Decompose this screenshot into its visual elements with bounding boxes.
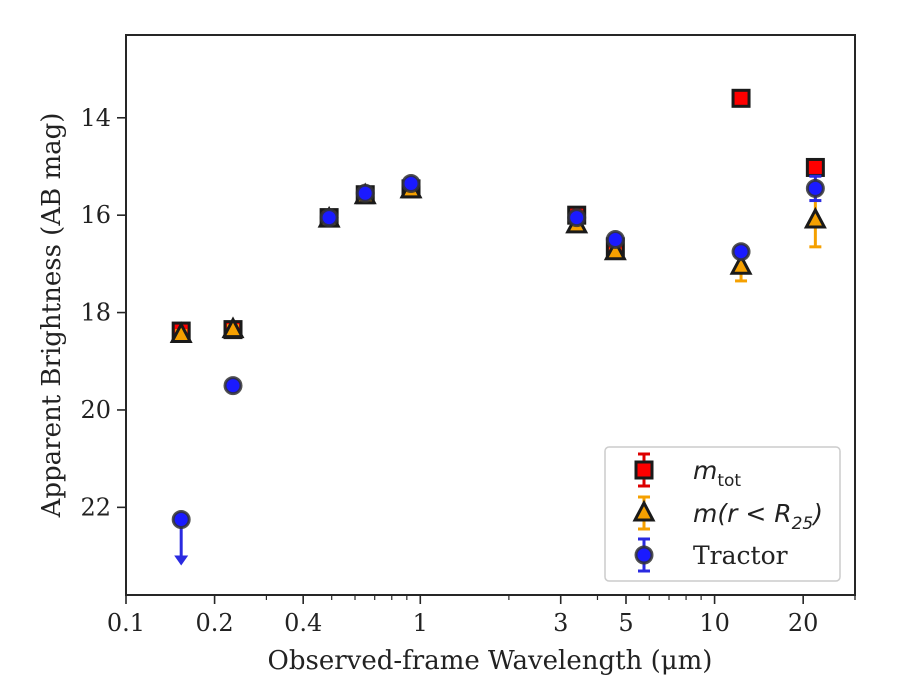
legend-label-base: m	[693, 456, 717, 485]
x-tick-label: 5	[618, 609, 633, 637]
data-point	[319, 208, 339, 228]
legend-label: mtot	[693, 456, 741, 491]
legend-label-base: m(r < R	[693, 499, 792, 528]
x-axis-label: Observed-frame Wavelength (μm)	[268, 646, 713, 676]
legend-label-end: )	[811, 499, 823, 528]
legend-label: m(r < R25)	[693, 499, 823, 534]
y-tick-label: 22	[80, 493, 111, 521]
y-tick-label: 20	[80, 396, 111, 424]
data-point	[401, 174, 421, 194]
data-point	[223, 376, 243, 396]
legend-box	[604, 446, 841, 582]
legend-label-subscript: tot	[717, 471, 741, 491]
legend-marker	[632, 499, 656, 522]
data-point	[171, 510, 191, 530]
x-tick-label: 0.2	[196, 609, 234, 637]
x-axis: 0.1 0.2 0.4 1 3 5 10 20	[107, 595, 856, 637]
x-tick-label: 3	[553, 609, 568, 637]
data-point	[805, 178, 825, 198]
x-tick-label: 20	[788, 609, 819, 637]
data-point	[355, 183, 375, 203]
legend-label: Tractor	[693, 541, 788, 570]
upper-limit-arrowhead	[174, 555, 189, 566]
x-tick-label: 0.4	[284, 609, 322, 637]
data-point	[731, 242, 751, 262]
x-tick-label: 0.1	[107, 609, 145, 637]
data-point	[729, 253, 753, 275]
legend-label-subscript: 25	[792, 514, 814, 534]
series-circle	[171, 174, 825, 566]
data-point	[605, 230, 625, 250]
x-tick-label: 1	[413, 609, 428, 637]
data-point	[803, 206, 827, 229]
y-tick-label: 18	[80, 299, 111, 327]
data-point	[603, 238, 627, 261]
data-marks	[169, 88, 827, 566]
data-point	[221, 316, 245, 339]
x-tick-label: 10	[699, 609, 730, 637]
data-point	[169, 321, 193, 343]
data-point	[567, 208, 587, 228]
legend: mtot m(r < R25) Tractor	[604, 446, 841, 582]
legend-marker	[634, 460, 654, 480]
y-axis: 14 16 18 20 22	[80, 104, 126, 521]
y-tick-label: 16	[80, 201, 111, 229]
legend-label-base: Tractor	[693, 541, 788, 570]
legend-marker	[634, 545, 654, 565]
data-point	[805, 157, 825, 177]
y-axis-label: Apparent Brightness (AB mag)	[37, 113, 67, 519]
y-tick-label: 14	[80, 104, 111, 132]
data-point	[731, 88, 751, 108]
